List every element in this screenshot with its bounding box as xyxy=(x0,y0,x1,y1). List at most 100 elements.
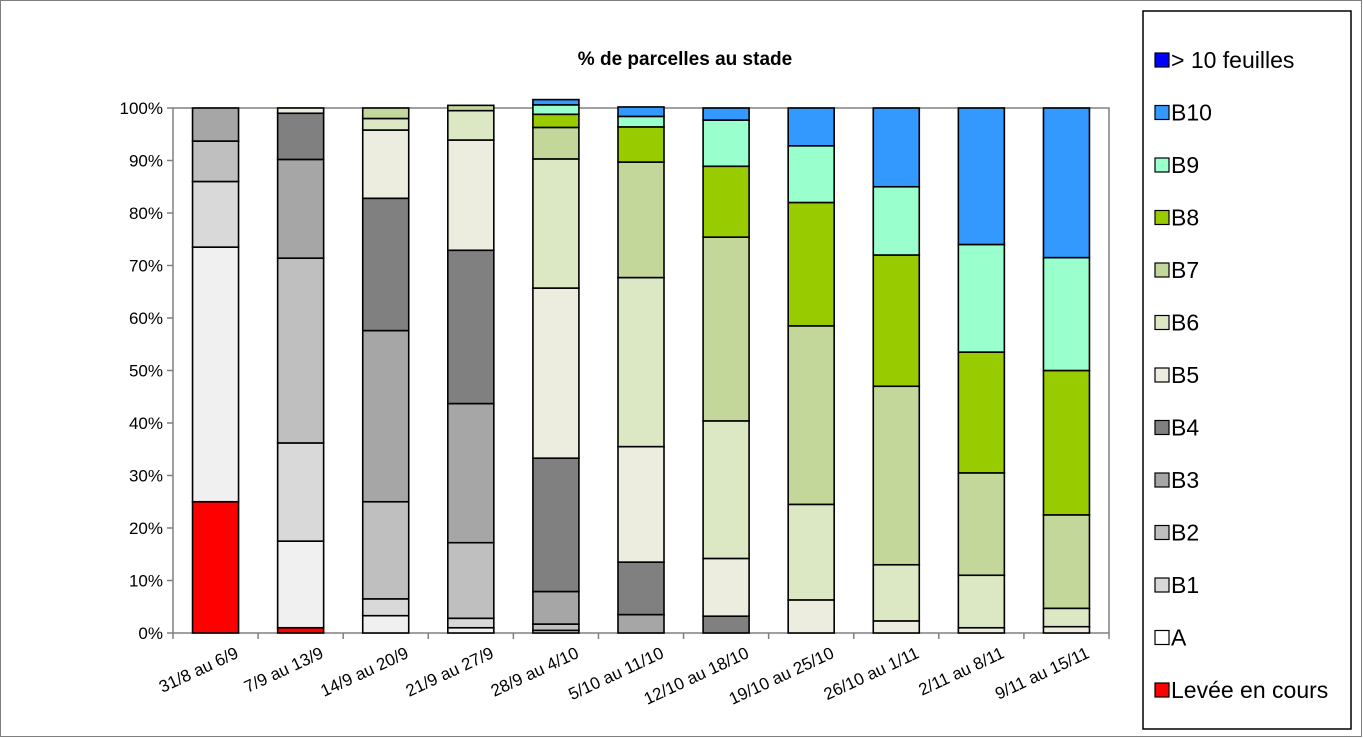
y-tick-label: 40% xyxy=(129,414,163,433)
y-tick-label: 20% xyxy=(129,519,163,538)
bar-segment xyxy=(872,185,921,256)
bar-segment xyxy=(1042,625,1091,634)
bar-segment xyxy=(787,503,835,601)
bar-segment xyxy=(447,541,495,620)
y-tick-label: 0% xyxy=(138,624,163,643)
legend-swatch xyxy=(1154,367,1170,383)
legend-swatch xyxy=(1154,157,1170,173)
bar-segment xyxy=(872,254,921,388)
y-tick-label: 80% xyxy=(129,204,163,223)
bar-segment xyxy=(276,257,325,444)
chart-title: % de parcelles au stade xyxy=(578,49,792,70)
legend-swatch xyxy=(1154,472,1170,488)
bar-segment xyxy=(447,249,495,405)
x-tick-label: 26/10 au 1/11 xyxy=(821,643,922,704)
bar-segment xyxy=(361,197,410,332)
legend-swatch xyxy=(1154,209,1170,226)
y-tick-label: 10% xyxy=(129,572,163,591)
bar-segment xyxy=(957,107,1006,246)
bar-segment xyxy=(702,236,750,422)
legend-swatch xyxy=(1154,104,1170,121)
bar-segment xyxy=(1042,256,1091,372)
legend-label: A xyxy=(1171,625,1187,651)
bar-segment xyxy=(532,287,580,459)
bar-segment xyxy=(361,117,410,131)
bar-segment xyxy=(702,557,750,618)
legend-label: B3 xyxy=(1171,467,1199,493)
bar-segment xyxy=(872,107,921,188)
bar-segment xyxy=(702,119,750,168)
legend-swatch xyxy=(1154,314,1170,331)
bar-segment xyxy=(787,201,835,327)
x-tick-label: 9/11 au 15/11 xyxy=(992,643,1092,703)
bar-segment xyxy=(702,165,750,238)
bar-segment xyxy=(532,457,580,593)
legend: > 10 feuilles B10 B9 B8 B7 B6 B5 B4 B3 B2 B1 A Levée… xyxy=(1142,10,1352,730)
bar-segment xyxy=(532,623,580,632)
bar-segment xyxy=(872,563,921,622)
bar-segment xyxy=(617,276,665,448)
bar-segment xyxy=(532,158,580,289)
bar-segment xyxy=(276,112,325,161)
legend-label: B10 xyxy=(1171,100,1212,126)
bar-segment xyxy=(532,98,580,106)
bar-segment xyxy=(617,445,665,563)
bar-segment xyxy=(276,442,325,542)
legend-label: B1 xyxy=(1171,572,1199,598)
bar-segment xyxy=(787,599,835,634)
bar-segment xyxy=(447,139,495,252)
bar-segment xyxy=(702,420,750,560)
bar-segment xyxy=(191,180,240,248)
bar-segment xyxy=(872,385,921,566)
legend-label: > 10 feuilles xyxy=(1171,47,1294,73)
legend-swatch xyxy=(1154,52,1170,68)
legend-label: Levée en cours xyxy=(1171,677,1328,703)
x-tick-label: 31/8 au 6/9 xyxy=(156,643,241,696)
bar-segment xyxy=(872,620,921,634)
bar-segment xyxy=(191,246,240,503)
bar-segment xyxy=(532,113,580,129)
bar-segment xyxy=(1042,514,1091,610)
legend-label: B8 xyxy=(1171,205,1199,231)
bar-segment xyxy=(617,126,665,163)
y-tick-label: 70% xyxy=(129,257,163,276)
bar-segment xyxy=(702,107,750,121)
legend-swatch xyxy=(1154,682,1170,698)
y-tick-label: 60% xyxy=(129,309,163,328)
legend-swatch xyxy=(1154,577,1170,593)
bar-segment xyxy=(617,115,665,128)
bar-segment xyxy=(447,617,495,629)
bar-segment xyxy=(447,109,495,141)
bar-segment xyxy=(276,107,325,115)
bar-segment xyxy=(532,104,580,116)
bar-segment xyxy=(361,129,410,200)
bar-segment xyxy=(617,561,665,616)
bar-segment xyxy=(787,325,835,506)
y-tick-label: 30% xyxy=(129,467,163,486)
bar-segment xyxy=(787,145,835,204)
bar-segment xyxy=(702,615,750,634)
bar-segment xyxy=(787,107,835,147)
x-tick-label: 7/9 au 13/9 xyxy=(241,643,326,696)
y-tick-label: 90% xyxy=(129,152,163,171)
bar-segment xyxy=(447,104,495,112)
plot-area: 0% 10% 20% 30% 40% 50% 60% 70% 80% 90% 100% 31/8 au… xyxy=(120,98,1110,709)
bar-segment xyxy=(361,107,410,120)
bar-segment xyxy=(957,243,1006,353)
bar-segment xyxy=(957,351,1006,474)
bar-segment xyxy=(361,614,410,634)
legend-swatch xyxy=(1154,524,1170,541)
bar-segment xyxy=(617,613,665,634)
legend-label: B2 xyxy=(1171,520,1199,546)
legend-label: B9 xyxy=(1171,152,1199,178)
legend-box xyxy=(1142,10,1352,730)
bar-segment xyxy=(1042,607,1091,628)
bar-segment xyxy=(532,126,580,160)
y-tick-label: 100% xyxy=(120,99,163,118)
bar-segment xyxy=(447,402,495,544)
legend-swatch xyxy=(1154,419,1170,436)
bar-segment xyxy=(191,107,240,142)
bar-segment xyxy=(276,158,325,259)
bar-segment xyxy=(191,500,240,634)
bar-segment xyxy=(617,161,665,279)
